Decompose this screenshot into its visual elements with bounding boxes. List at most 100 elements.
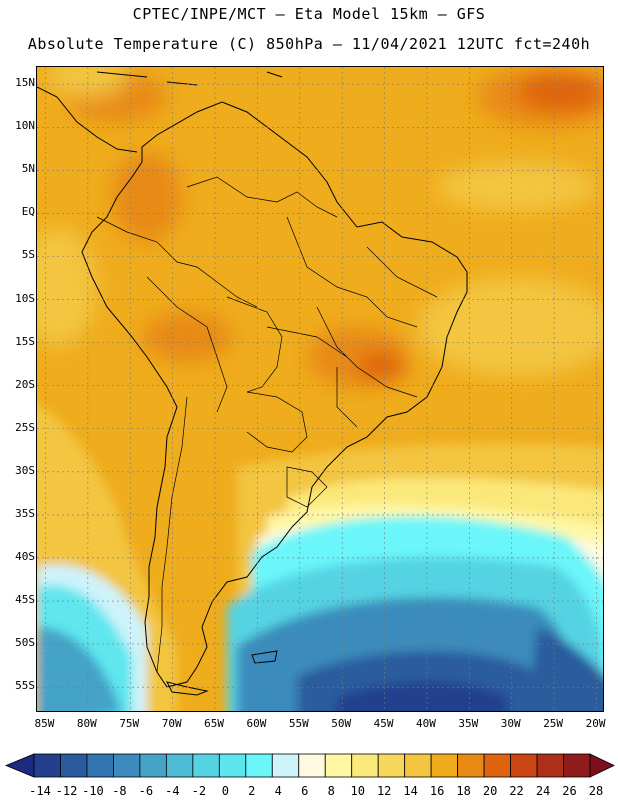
colorbar-box-1 bbox=[60, 753, 88, 778]
lat-label-20S: 20S bbox=[15, 377, 35, 391]
lon-label-50W: 50W bbox=[331, 717, 352, 730]
temperature-map bbox=[37, 67, 603, 711]
colorbar-box-16 bbox=[457, 753, 485, 778]
colorbar-box-11 bbox=[324, 753, 353, 778]
lat-label-15N: 15N bbox=[15, 76, 35, 90]
colorbar-box-8 bbox=[245, 753, 273, 778]
lat-label-40S: 40S bbox=[15, 549, 35, 563]
field-14-16-atlantic bbox=[437, 162, 597, 212]
colorbar-label-18: 18 bbox=[456, 784, 471, 798]
lon-label-70W: 70W bbox=[161, 717, 182, 730]
lat-label-50S: 50S bbox=[15, 636, 35, 650]
lon-label-25W: 25W bbox=[543, 717, 564, 730]
border-venezuela-brazil bbox=[186, 176, 338, 218]
south-america-outline bbox=[81, 101, 468, 688]
brazil-states bbox=[266, 216, 438, 428]
border-uruguay bbox=[286, 466, 328, 508]
colorbar-box-15 bbox=[430, 753, 459, 778]
field-14-16-caribbean bbox=[47, 67, 127, 97]
lon-label-40W: 40W bbox=[416, 717, 436, 730]
lon-label-45W: 45W bbox=[373, 717, 394, 730]
field-minus-4-west bbox=[37, 627, 122, 711]
border-colombia-peru-brazil bbox=[96, 216, 258, 308]
lat-label-35S: 35S bbox=[15, 506, 35, 520]
colorbar-box-19 bbox=[536, 753, 564, 778]
colorbar-under-arrow bbox=[4, 753, 35, 778]
colorbar-box-14 bbox=[404, 753, 432, 778]
colorbar-label--12: -12 bbox=[55, 784, 78, 798]
lon-label-55W: 55W bbox=[288, 717, 309, 730]
field-18-20-peru bbox=[142, 312, 232, 362]
colorbar-box-13 bbox=[377, 753, 406, 778]
lon-label-75W: 75W bbox=[119, 717, 140, 730]
colorbar-box-2 bbox=[86, 753, 114, 778]
lat-label-25S: 25S bbox=[15, 420, 35, 434]
colorbar-box-6 bbox=[192, 753, 220, 778]
colorbar-box-5 bbox=[165, 753, 194, 778]
colorbar-label--14: -14 bbox=[29, 784, 51, 798]
lon-label-65W: 65W bbox=[204, 717, 224, 730]
colorbar-over-arrow bbox=[589, 753, 615, 778]
colorbar-label-6: 6 bbox=[301, 784, 309, 798]
colorbar-label-28: 28 bbox=[588, 784, 604, 798]
colorbar bbox=[4, 753, 615, 778]
field-14-16-pacific bbox=[37, 227, 97, 347]
colorbar-label-4: 4 bbox=[274, 784, 282, 798]
lat-label-5N: 5N bbox=[21, 162, 35, 176]
chart-title-line-2: Absolute Temperature (C) 850hPa – 11/04/… bbox=[27, 35, 591, 53]
colorbar-box-18 bbox=[510, 753, 538, 778]
field-minus-12 bbox=[337, 682, 507, 711]
colorbar-box-10 bbox=[298, 753, 326, 778]
lon-label-85W: 85W bbox=[34, 717, 55, 730]
chart-title-line-1: CPTEC/INPE/MCT – Eta Model 15km – GFS bbox=[132, 5, 486, 23]
colorbar-label--6: -6 bbox=[138, 784, 154, 798]
colorbar-label-26: 26 bbox=[562, 784, 577, 798]
colorbar-label-16: 16 bbox=[429, 784, 445, 798]
lat-label-10N: 10N bbox=[15, 119, 35, 133]
colorbar-label-20: 20 bbox=[482, 784, 498, 798]
border-argentina-chile bbox=[156, 396, 188, 673]
colorbar-box-3 bbox=[113, 753, 141, 778]
colorbar-box-7 bbox=[218, 753, 247, 778]
colorbar-label--10: -10 bbox=[82, 784, 104, 798]
lon-label-80W: 80W bbox=[76, 717, 97, 730]
border-bolivia-brazil bbox=[226, 296, 283, 393]
colorbar-label-12: 12 bbox=[376, 784, 392, 798]
lat-label-5S: 5S bbox=[21, 248, 35, 262]
colorbar-box-20 bbox=[563, 753, 591, 778]
lat-label-EQ: EQ bbox=[21, 205, 35, 219]
lon-label-60W: 60W bbox=[246, 717, 267, 730]
colorbar-box-12 bbox=[351, 753, 379, 778]
central-america bbox=[37, 86, 138, 153]
lat-label-10S: 10S bbox=[15, 291, 35, 305]
colorbar-label-14: 14 bbox=[403, 784, 418, 798]
lon-label-20W: 20W bbox=[585, 717, 606, 730]
colorbar-label--4: -4 bbox=[165, 784, 180, 798]
colorbar-box-9 bbox=[271, 753, 300, 778]
colorbar-label--8: -8 bbox=[112, 784, 127, 798]
field-14-16-south-atlantic bbox=[417, 277, 603, 377]
field-20-22-central-brazil bbox=[357, 352, 407, 382]
colorbar-label-8: 8 bbox=[327, 784, 335, 798]
colorbar-box-0 bbox=[33, 753, 61, 778]
border-paraguay bbox=[246, 391, 308, 453]
field-minus-8-east bbox=[528, 627, 603, 711]
colorbar-label--2: -2 bbox=[191, 784, 207, 798]
map-frame bbox=[36, 66, 604, 712]
lat-label-45S: 45S bbox=[15, 593, 35, 607]
colorbar-label-0: 0 bbox=[221, 784, 229, 798]
colorbar-label-2: 2 bbox=[248, 784, 256, 798]
field-18-20-colombia bbox=[112, 152, 182, 242]
lat-label-30S: 30S bbox=[15, 463, 35, 477]
border-peru-bolivia bbox=[146, 276, 228, 413]
field-20-22-northeast bbox=[517, 72, 603, 112]
colorbar-label-22: 22 bbox=[509, 784, 524, 798]
colorbar-box-17 bbox=[483, 753, 511, 778]
temperature-field bbox=[37, 67, 603, 711]
country-borders bbox=[96, 176, 438, 673]
lon-label-30W: 30W bbox=[500, 717, 521, 730]
lat-label-15S: 15S bbox=[15, 334, 35, 348]
lon-label-35W: 35W bbox=[458, 717, 479, 730]
colorbar-box-4 bbox=[139, 753, 167, 778]
colorbar-label-10: 10 bbox=[350, 784, 365, 798]
